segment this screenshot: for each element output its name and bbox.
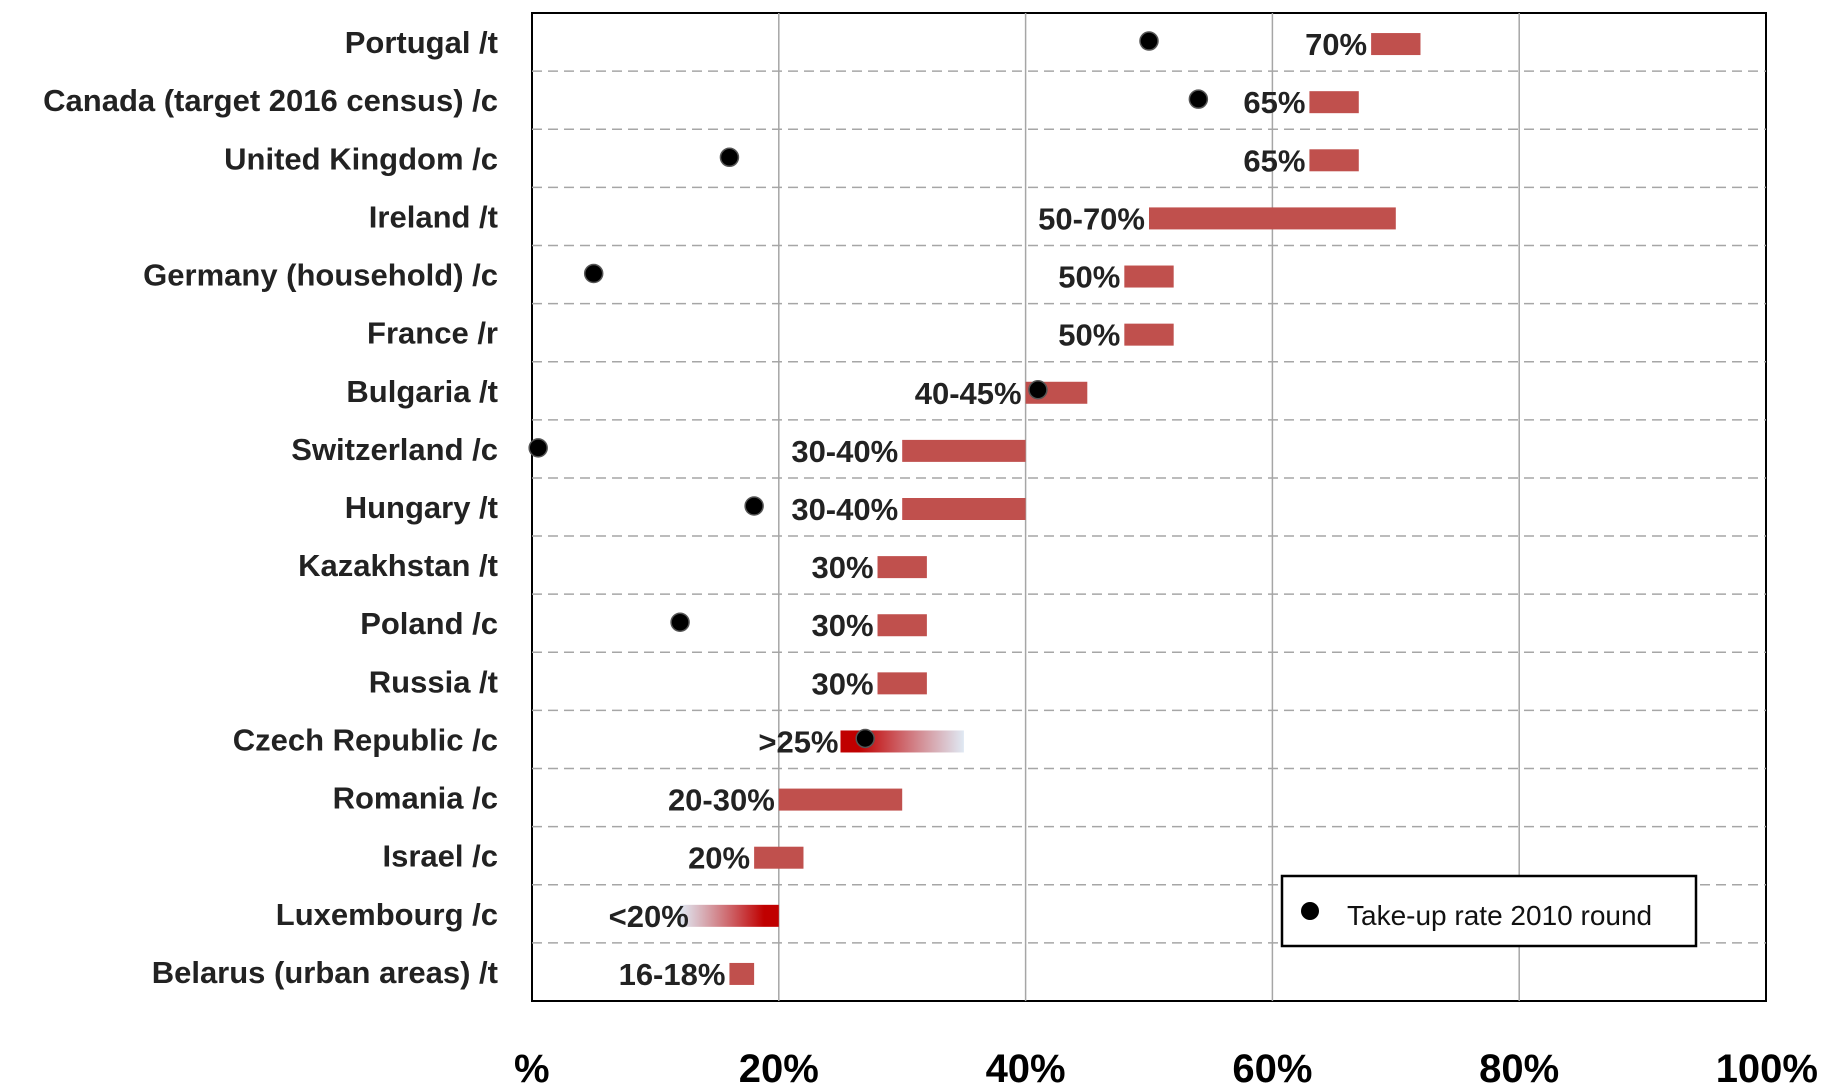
category-label: France /r xyxy=(367,316,498,351)
category-label: Poland /c xyxy=(360,606,498,641)
range-label: 30-40% xyxy=(791,492,898,527)
range-label: 70% xyxy=(1305,27,1367,62)
category-label: Germany (household) /c xyxy=(143,258,498,293)
category-label: Czech Republic /c xyxy=(233,722,498,757)
take-up-marker xyxy=(744,496,764,516)
x-tick-label: 40% xyxy=(986,1047,1066,1088)
legend-marker xyxy=(1301,902,1319,920)
range-bar xyxy=(1309,149,1359,172)
take-up-marker xyxy=(670,612,690,632)
category-label: Portugal /t xyxy=(345,25,498,60)
range-label: 20% xyxy=(688,841,750,876)
range-bar xyxy=(1124,265,1174,288)
x-tick-label: 20% xyxy=(739,1047,819,1088)
range-bars xyxy=(680,33,1421,985)
legend: Take-up rate 2010 round xyxy=(1280,874,1698,948)
horizontal-gridlines xyxy=(532,70,1766,944)
range-label: 50% xyxy=(1058,318,1120,353)
take-up-marker xyxy=(719,147,740,168)
plot-area: 70%65%65%50-70%50%50%40-45%30-40%30-40%3… xyxy=(528,12,1767,1002)
category-label: Switzerland /c xyxy=(291,432,498,467)
range-labels: 70%65%65%50-70%50%50%40-45%30-40%30-40%3… xyxy=(609,27,1367,992)
range-bar xyxy=(754,846,804,869)
category-label: Luxembourg /c xyxy=(276,897,498,932)
category-label: United Kingdom /c xyxy=(224,141,498,176)
category-label: Israel /c xyxy=(383,839,498,874)
take-up-marker xyxy=(528,438,548,458)
range-label: 16-18% xyxy=(619,957,726,992)
range-label: 30-40% xyxy=(791,434,898,469)
range-bar xyxy=(902,439,1026,462)
range-label: 65% xyxy=(1243,85,1305,120)
take-up-marker xyxy=(583,263,604,284)
range-bar xyxy=(729,962,755,985)
x-tick-label: 60% xyxy=(1232,1047,1312,1088)
category-label: Romania /c xyxy=(333,781,498,816)
range-bar xyxy=(1309,91,1359,114)
range-bar xyxy=(877,672,927,695)
x-tick-label: 80% xyxy=(1479,1047,1559,1088)
range-bar xyxy=(877,556,927,579)
range-label: >25% xyxy=(758,724,838,759)
range-bar xyxy=(877,614,927,637)
range-bar xyxy=(1149,207,1396,230)
take-up-marker xyxy=(855,728,875,749)
range-label: 30% xyxy=(811,666,873,701)
range-label: 65% xyxy=(1243,143,1305,178)
x-tick-labels: % 20% 40% 60% 80% 100% xyxy=(514,1047,1818,1088)
range-label: 50-70% xyxy=(1038,201,1145,236)
range-label: 40-45% xyxy=(915,376,1022,411)
category-label: Russia /t xyxy=(369,664,498,699)
vertical-gridlines xyxy=(778,13,1520,1001)
range-label: 30% xyxy=(811,608,873,643)
category-label: Belarus (urban areas) /t xyxy=(152,955,498,990)
take-up-marker xyxy=(1188,89,1209,109)
category-labels: Portugal /t Canada (target 2016 census) /… xyxy=(43,25,498,990)
range-label: 50% xyxy=(1058,260,1120,295)
category-label: Kazakhstan /t xyxy=(298,548,498,583)
x-tick-label: 100% xyxy=(1716,1047,1818,1088)
range-bar xyxy=(902,498,1026,520)
range-bar xyxy=(1371,33,1421,56)
legend-box xyxy=(1280,874,1698,948)
range-label: 30% xyxy=(811,550,873,585)
category-label: Ireland /t xyxy=(369,199,498,234)
category-label: Canada (target 2016 census) /c xyxy=(43,83,498,118)
x-tick-label: % xyxy=(514,1047,550,1088)
plot-frame xyxy=(531,12,1767,1002)
take-up-marker xyxy=(1028,380,1048,400)
legend-label: Take-up rate 2010 round xyxy=(1347,900,1652,931)
take-up-markers xyxy=(528,31,1209,749)
category-label: Hungary /t xyxy=(345,490,498,525)
range-label: 20-30% xyxy=(668,783,775,818)
range-bar xyxy=(1124,323,1174,346)
take-up-marker xyxy=(1139,31,1159,51)
range-bar xyxy=(778,788,903,811)
range-bar xyxy=(680,904,779,927)
category-label: Bulgaria /t xyxy=(346,374,498,409)
range-label: <20% xyxy=(609,899,689,934)
